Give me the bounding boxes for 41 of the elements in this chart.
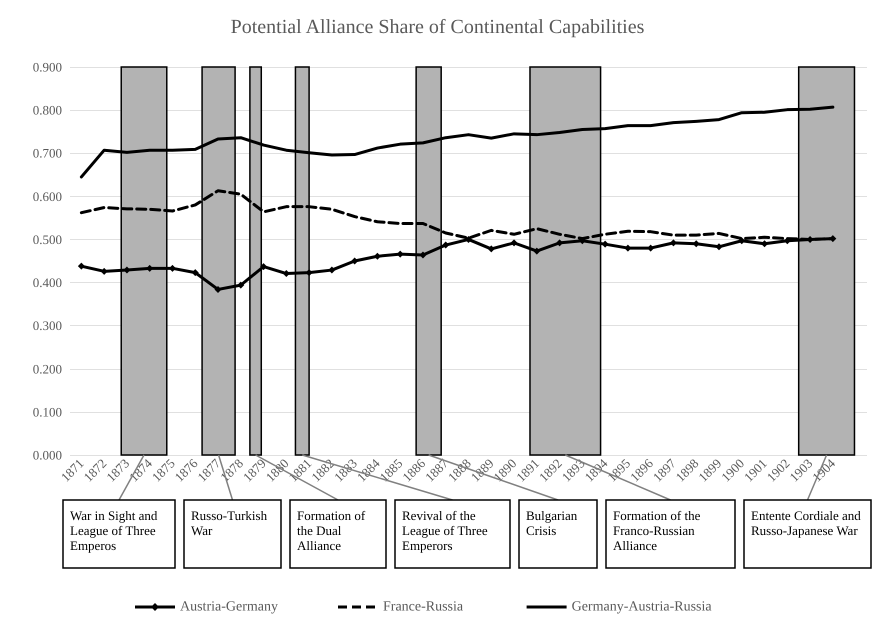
legend-label: Germany-Austria-Russia bbox=[572, 600, 712, 614]
band-label: Entente Cordiale and Russo-Japanese War bbox=[751, 508, 864, 538]
y-tick-label: 0.700 bbox=[32, 146, 62, 161]
y-tick-label: 0.800 bbox=[32, 102, 62, 118]
point bbox=[488, 245, 495, 252]
band-label: Russo-Turkish War bbox=[191, 508, 270, 538]
y-tick-label: 0.400 bbox=[32, 275, 62, 290]
y-tick-label: 0.500 bbox=[32, 232, 62, 247]
point bbox=[282, 270, 290, 277]
point bbox=[647, 244, 654, 252]
point bbox=[738, 237, 746, 244]
point bbox=[328, 266, 336, 274]
band-label: Revival of the League of Three Emperors bbox=[402, 508, 491, 553]
point bbox=[78, 262, 85, 270]
point bbox=[533, 248, 540, 255]
point bbox=[260, 263, 268, 270]
point bbox=[510, 239, 518, 246]
band-label: Formation of the Dual Alliance bbox=[297, 508, 368, 553]
y-tick-label: 0.300 bbox=[32, 318, 62, 334]
point bbox=[761, 240, 768, 248]
point bbox=[306, 269, 313, 276]
point bbox=[192, 269, 199, 276]
point bbox=[214, 286, 222, 293]
point bbox=[374, 252, 381, 260]
band-label: Formation of the Franco-Russian Alliance bbox=[613, 508, 704, 553]
legend-label: Austria-Germany bbox=[180, 600, 278, 614]
point bbox=[624, 244, 632, 252]
chart-title: Potential Alliance Share of Continental Capabilities bbox=[230, 16, 645, 38]
y-tick-label: 0.100 bbox=[32, 404, 62, 420]
band-label: Bulgarian Crisis bbox=[526, 508, 581, 538]
point bbox=[237, 282, 244, 289]
legend-label: France-Russia bbox=[383, 600, 464, 614]
point bbox=[602, 240, 609, 248]
y-tick-label: 0.900 bbox=[32, 60, 62, 74]
y-tick-label: 0.000 bbox=[32, 448, 62, 462]
y-tick-label: 0.600 bbox=[32, 188, 62, 204]
band-label: War in Sight and League of Three Emperos bbox=[70, 508, 161, 553]
point bbox=[351, 258, 358, 264]
point bbox=[715, 243, 722, 250]
y-tick-label: 0.200 bbox=[32, 361, 62, 376]
point bbox=[442, 242, 450, 249]
